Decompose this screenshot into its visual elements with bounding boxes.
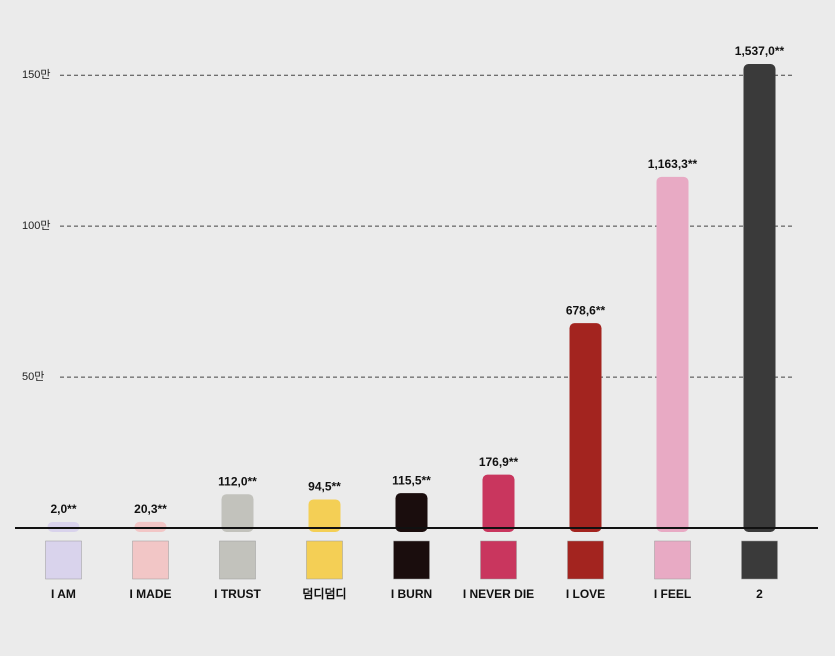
value-label: 176,9**	[479, 455, 519, 469]
bar	[221, 494, 254, 532]
album-cover	[393, 540, 430, 580]
x-tick-label: I LOVE	[566, 587, 605, 601]
x-tick-label: I BURN	[391, 587, 432, 601]
bar	[569, 323, 602, 532]
value-label: 20,3**	[134, 502, 167, 516]
album-cover	[654, 540, 691, 580]
value-label: 94,5**	[308, 480, 341, 494]
value-label: 1,537,0**	[735, 44, 785, 58]
bar	[47, 521, 80, 532]
album-cover	[741, 540, 778, 580]
album-cover	[45, 540, 82, 580]
y-tick-label: 150만	[22, 68, 50, 81]
bar	[395, 493, 428, 532]
bar	[743, 64, 776, 532]
value-label: 678,6**	[566, 303, 606, 317]
album-cover	[567, 540, 604, 580]
bar	[134, 521, 167, 532]
album-cover	[219, 540, 256, 580]
value-label: 112,0**	[218, 474, 257, 488]
album-cover	[480, 540, 517, 580]
x-tick-label: I AM	[51, 587, 76, 601]
bar	[656, 176, 689, 533]
x-tick-label: I NEVER DIE	[463, 587, 534, 601]
x-tick-label: 2	[756, 587, 763, 601]
value-label: 1,163,3**	[648, 157, 698, 171]
x-tick-label: I FEEL	[654, 587, 691, 601]
value-label: 2,0**	[50, 502, 76, 516]
album-cover	[132, 540, 169, 580]
album-cover	[306, 540, 343, 580]
value-label: 115,5**	[392, 473, 431, 487]
bar	[482, 474, 515, 532]
x-tick-label: 덤디덤디	[302, 586, 346, 601]
y-tick-label: 100만	[22, 219, 50, 232]
bar	[308, 499, 341, 532]
x-tick-label: I MADE	[130, 587, 172, 601]
y-tick-label: 50만	[22, 370, 44, 383]
x-tick-label: I TRUST	[214, 587, 261, 601]
